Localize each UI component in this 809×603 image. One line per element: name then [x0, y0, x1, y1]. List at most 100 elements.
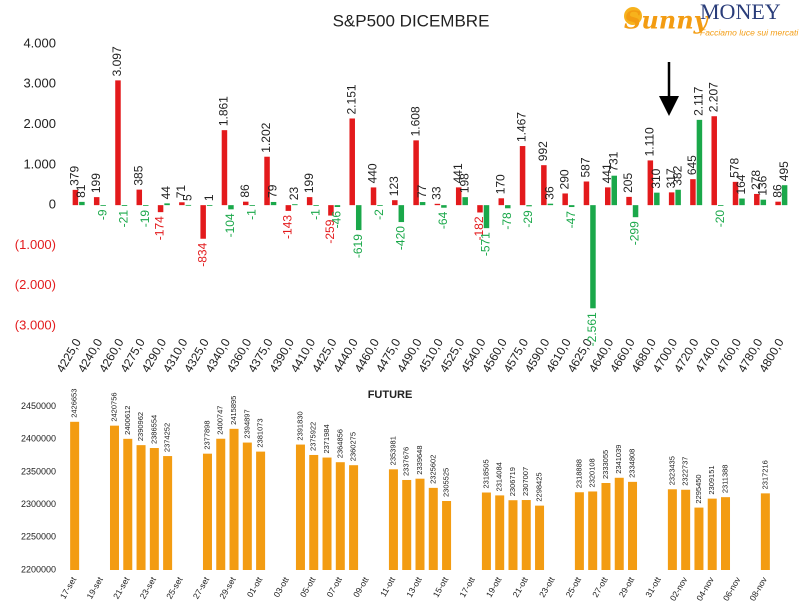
data-label: 23 — [287, 187, 301, 201]
logo-brand: Sunny — [624, 6, 710, 35]
data-label: 2391830 — [295, 411, 304, 440]
bar — [334, 205, 341, 207]
data-label: 1.608 — [408, 106, 422, 136]
data-label: 86 — [770, 184, 784, 198]
bar — [370, 187, 377, 206]
data-label: 199 — [302, 173, 316, 193]
bar — [221, 130, 228, 206]
x-tick-label: 05-ott — [298, 575, 318, 599]
data-label: 440 — [366, 163, 380, 183]
bar — [547, 203, 554, 206]
data-label: -21 — [117, 210, 131, 228]
bar — [696, 119, 703, 206]
bar — [163, 456, 173, 570]
x-tick-label: 15-ott — [431, 575, 451, 599]
data-label: 1.467 — [515, 112, 529, 142]
data-label: -143 — [281, 215, 295, 239]
bar — [335, 462, 345, 570]
data-label: 2426653 — [70, 389, 79, 418]
bar — [306, 197, 313, 206]
bar — [109, 425, 119, 570]
bar — [419, 202, 426, 206]
bar — [441, 205, 447, 208]
data-label: 164 — [734, 174, 748, 194]
data-label: 1.110 — [643, 127, 657, 156]
x-tick-label: 25-set — [164, 575, 185, 601]
data-label: 2364856 — [335, 429, 344, 458]
data-label: 2400747 — [216, 406, 225, 435]
bar — [505, 205, 511, 209]
x-tick-label: 17-set — [58, 575, 79, 601]
x-tick-label: 02-nov — [668, 574, 690, 602]
data-label: 2420756 — [109, 392, 118, 421]
bar — [717, 205, 724, 206]
bar — [136, 189, 143, 206]
bar — [402, 479, 412, 570]
bar — [93, 197, 100, 206]
data-label: 290 — [557, 169, 571, 189]
y-tick-label: 2400000 — [21, 434, 56, 444]
data-label: 5 — [181, 194, 195, 201]
data-label: 2375922 — [309, 422, 318, 451]
data-label: 2390962 — [136, 412, 145, 441]
logo-sun — [624, 7, 642, 25]
data-label: 2317216 — [760, 460, 769, 489]
bar — [328, 205, 334, 216]
bar — [100, 205, 106, 206]
data-label: 36 — [543, 186, 557, 200]
data-label: 495 — [777, 161, 791, 181]
y-tick-label: 2200000 — [21, 564, 56, 574]
data-label: 2311388 — [720, 465, 729, 494]
x-tick-label: 06-nov — [721, 574, 743, 602]
x-tick-label: 27-set — [191, 575, 212, 601]
data-label: 2333055 — [601, 450, 610, 479]
x-tick-label: 19-ott — [484, 575, 504, 599]
bar — [681, 489, 691, 570]
bar — [206, 205, 213, 206]
data-label: 2295450 — [694, 474, 703, 503]
data-label: 1 — [202, 194, 216, 201]
data-label: -9 — [95, 209, 109, 220]
y-tick-label: 2350000 — [21, 466, 56, 476]
bar — [243, 201, 249, 206]
y-tick-label: 2450000 — [21, 401, 56, 411]
bar — [754, 193, 760, 206]
chart-title: FUTURE — [368, 389, 413, 401]
bar — [541, 165, 547, 206]
bar — [70, 421, 80, 570]
data-label: 86 — [238, 184, 252, 198]
data-label: 79 — [266, 184, 280, 198]
data-label: 123 — [387, 176, 401, 196]
data-label: 2314084 — [495, 462, 504, 491]
x-tick-label: 23-ott — [537, 575, 557, 599]
bar — [667, 489, 677, 570]
data-label: 310 — [649, 168, 663, 188]
data-label: -571 — [479, 232, 493, 256]
bar — [519, 146, 526, 206]
bar — [605, 187, 611, 206]
bar — [601, 483, 611, 570]
data-label: 2374252 — [163, 423, 172, 452]
x-tick-label: 23-set — [138, 575, 159, 601]
data-label: 2371984 — [322, 424, 331, 453]
bar — [121, 205, 128, 206]
bar — [495, 495, 505, 570]
bar — [264, 156, 270, 206]
bar — [477, 205, 483, 213]
data-label: 731 — [606, 151, 620, 171]
bar — [149, 448, 159, 570]
y-tick-label: (3.000) — [15, 317, 56, 332]
bar — [739, 198, 745, 206]
data-label: 2415895 — [229, 396, 238, 425]
bar — [398, 205, 405, 223]
bar — [428, 487, 438, 570]
x-tick-label: 07-ott — [324, 575, 344, 599]
bar — [123, 438, 133, 570]
data-label: 71 — [174, 185, 188, 199]
data-label: 77 — [415, 184, 429, 198]
bar — [483, 205, 490, 229]
bar — [322, 457, 332, 570]
bar — [228, 205, 234, 210]
bar — [115, 80, 121, 206]
data-label: 278 — [749, 170, 763, 190]
